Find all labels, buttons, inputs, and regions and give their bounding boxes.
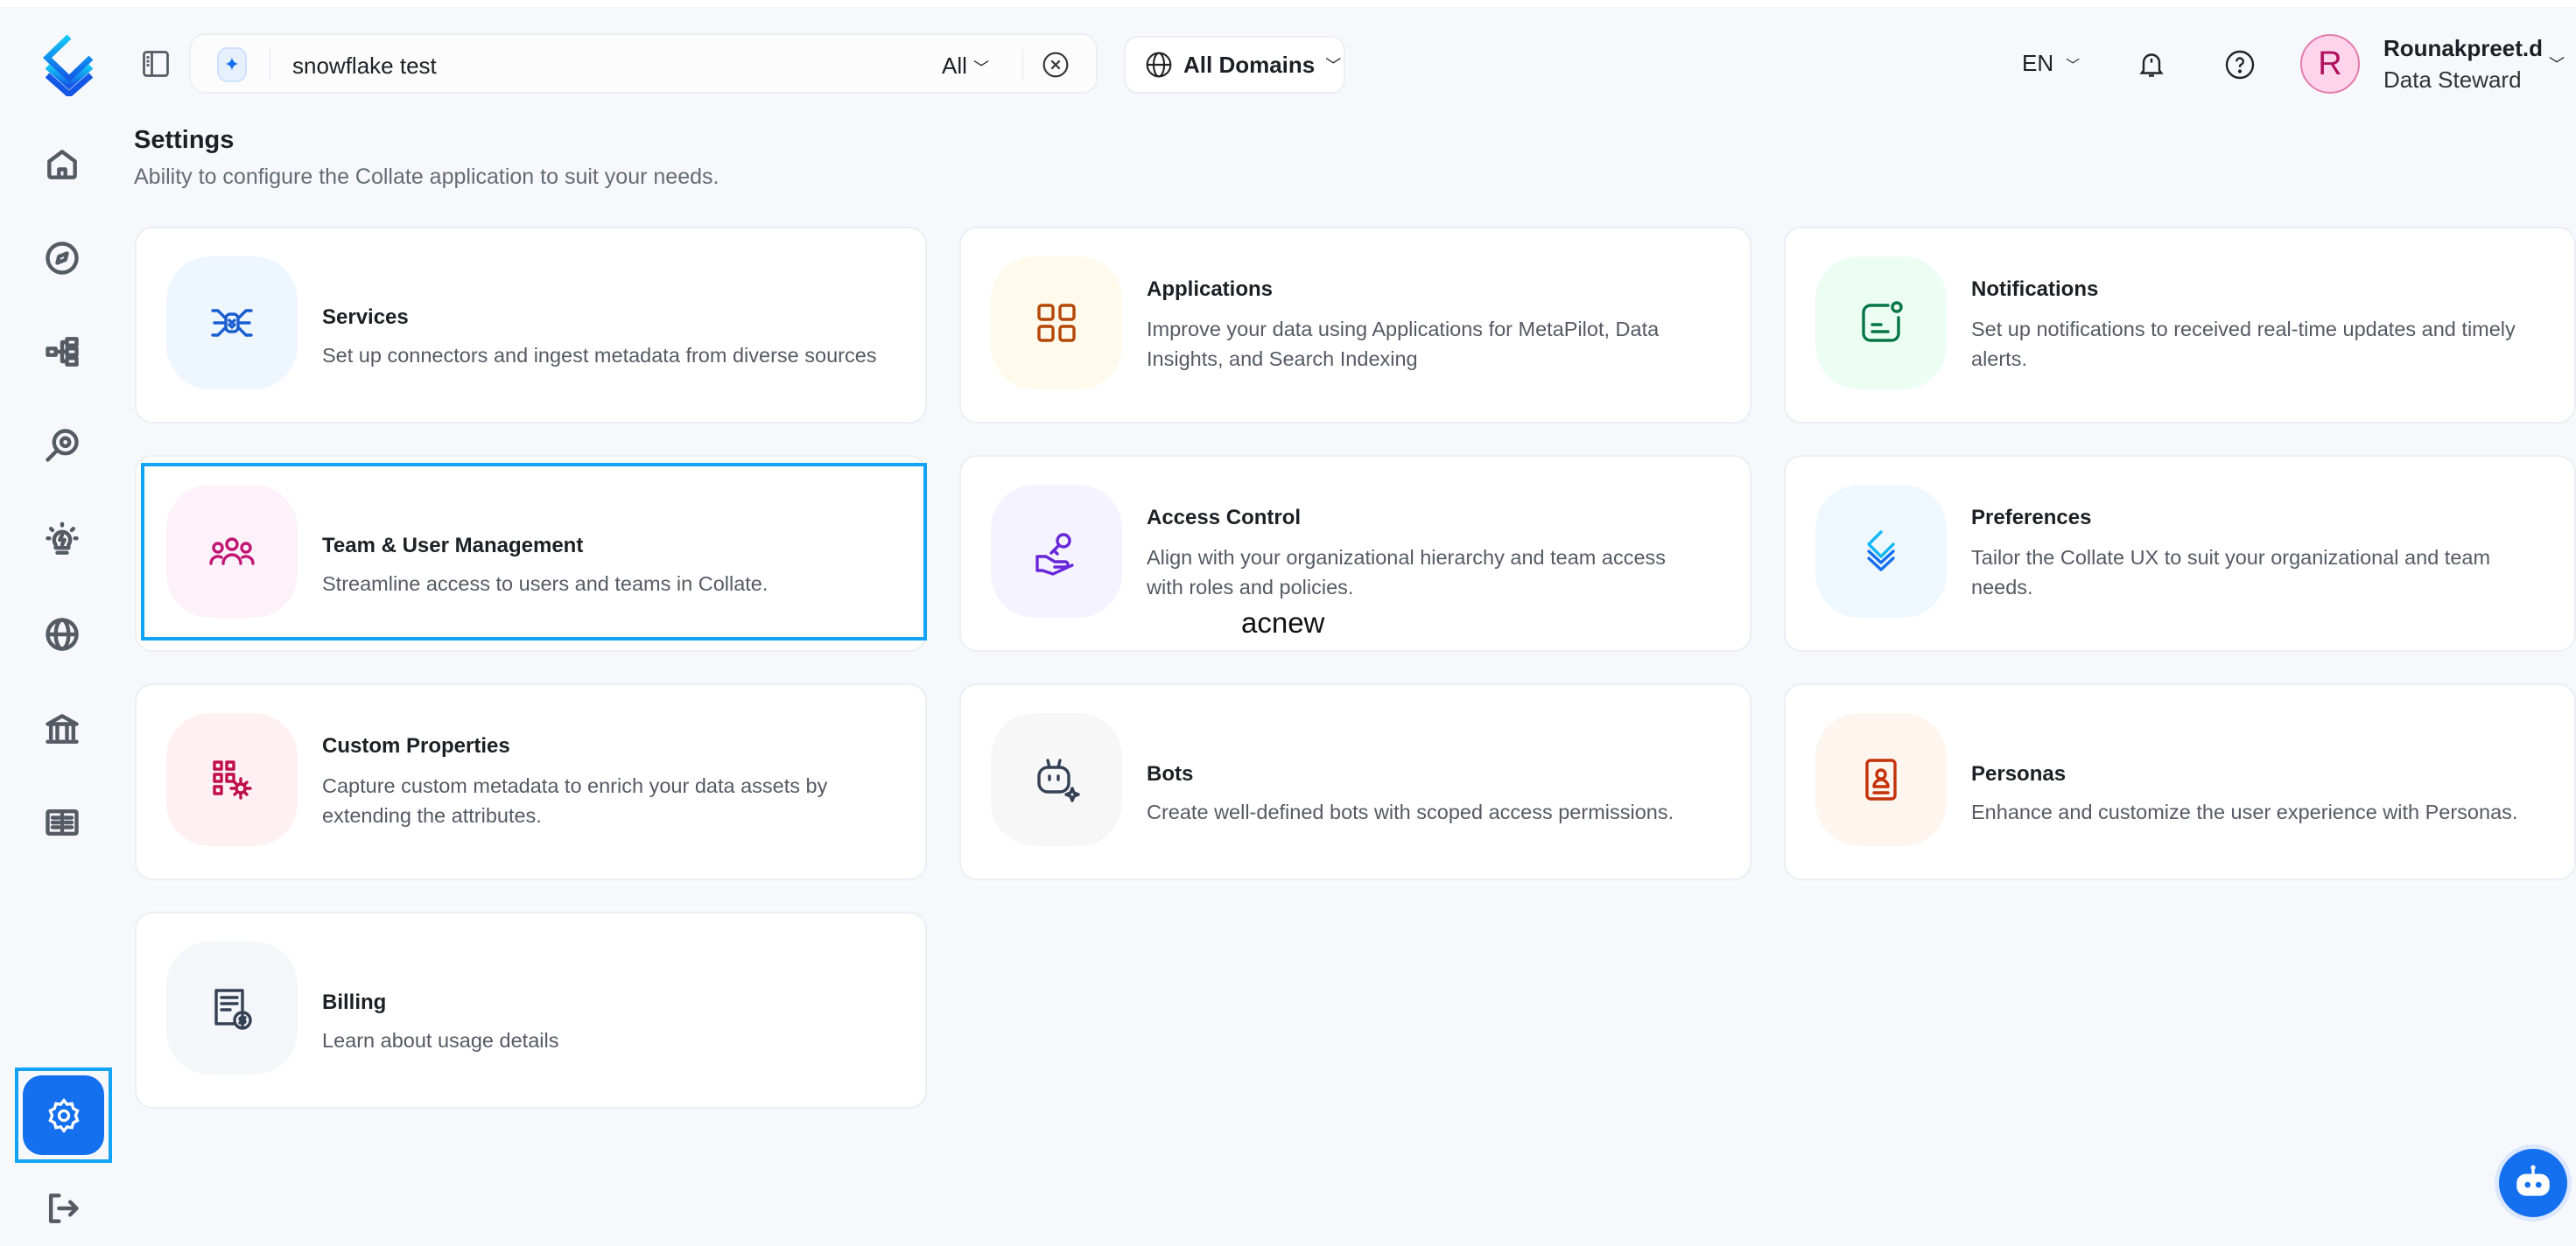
card-description: Set up connectors and ingest metadata fr… xyxy=(322,344,877,367)
globe-icon xyxy=(1146,52,1172,78)
user-menu-chevron-icon[interactable]: ﹀ xyxy=(2549,56,2565,74)
settings-card-preferences[interactable]: Preferences Tailor the Collate UX to sui… xyxy=(1784,455,2576,652)
language-label: EN xyxy=(2022,50,2054,76)
settings-card-personas[interactable]: Personas Enhance and customize the user … xyxy=(1784,683,2576,880)
overlay-label: acnew xyxy=(1241,606,1325,639)
search-input[interactable]: snowflake test xyxy=(292,52,437,79)
glossary-icon[interactable] xyxy=(40,801,84,844)
domains-icon[interactable] xyxy=(40,612,84,656)
card-title: Billing xyxy=(322,990,387,1014)
page-title: Settings xyxy=(134,126,235,154)
bell-icon[interactable] xyxy=(2136,47,2167,80)
clear-search-icon[interactable] xyxy=(1042,51,1070,79)
layers-icon xyxy=(1867,530,1895,571)
settings-card-applications[interactable]: Applications Improve your data using App… xyxy=(959,227,1751,424)
card-icon-box xyxy=(166,942,298,1074)
card-icon-box xyxy=(1815,713,1947,846)
explore-icon[interactable] xyxy=(40,236,84,280)
key-hand-icon xyxy=(1035,533,1074,576)
settings-card-custom-properties[interactable]: Custom Properties Capture custom metadat… xyxy=(135,683,927,880)
page-subtitle: Ability to configure the Collate applica… xyxy=(134,164,719,189)
avatar[interactable]: R xyxy=(2300,34,2360,94)
settings-card-billing[interactable]: Billing Learn about usage details xyxy=(135,912,927,1109)
search-bar[interactable]: ✦ snowflake test All ﹀ xyxy=(189,33,1098,94)
persona-icon xyxy=(1865,759,1897,801)
card-description: Set up notifications to received real-ti… xyxy=(1971,318,2516,370)
card-icon-box xyxy=(991,485,1122,618)
card-icon-box xyxy=(1815,256,1947,389)
card-title: Personas xyxy=(1971,762,2067,786)
card-description: Learn about usage details xyxy=(322,1029,559,1052)
governance-icon[interactable] xyxy=(40,707,84,751)
card-icon-box xyxy=(991,256,1122,389)
home-icon[interactable] xyxy=(40,143,84,186)
chatbot-button[interactable] xyxy=(2495,1144,2572,1222)
divider xyxy=(1022,49,1023,80)
selected-card-highlight xyxy=(141,463,927,640)
apps-grid-icon xyxy=(1037,304,1076,342)
observability-icon[interactable] xyxy=(40,424,84,467)
card-icon-box xyxy=(166,713,298,846)
help-icon[interactable] xyxy=(2224,49,2256,80)
top-strip xyxy=(0,0,2576,7)
user-name[interactable]: Rounakpreet.d xyxy=(2383,35,2544,61)
card-icon-box xyxy=(1815,485,1947,618)
card-description: Improve your data using Applications for… xyxy=(1147,318,1660,370)
search-scope-label: All xyxy=(942,52,967,79)
custom-props-icon xyxy=(213,760,252,800)
robot-icon xyxy=(2516,1165,2550,1196)
domains-label: All Domains xyxy=(1183,51,1316,78)
card-title: Preferences xyxy=(1971,506,2092,529)
logout-icon[interactable] xyxy=(40,1186,84,1230)
card-description: Create well-defined bots with scoped acc… xyxy=(1147,801,1674,823)
card-icon-box xyxy=(166,256,298,389)
search-scope-dropdown[interactable]: All ﹀ xyxy=(942,52,989,80)
settings-card-bots[interactable]: Bots Create well-defined bots with scope… xyxy=(959,683,1751,880)
card-icon-box xyxy=(166,485,298,618)
card-title: Access Control xyxy=(1147,506,1302,529)
card-description: Tailor the Collate UX to suit your organ… xyxy=(1971,546,2491,598)
card-description: Streamline access to users and teams in … xyxy=(322,572,769,595)
users-icon xyxy=(209,537,255,565)
settings-card-team-user-management[interactable]: Team & User Management Streamline access… xyxy=(135,455,927,652)
card-title: Custom Properties xyxy=(322,734,510,758)
card-description: Capture custom metadata to enrich your d… xyxy=(322,774,828,827)
card-title: Notifications xyxy=(1971,277,2099,301)
chevron-down-icon: ﹀ xyxy=(2066,58,2081,74)
card-title: Applications xyxy=(1147,277,1274,301)
sidebar-item-settings[interactable] xyxy=(23,1075,104,1155)
lineage-icon[interactable] xyxy=(40,330,84,374)
card-icon-box xyxy=(991,713,1122,846)
insights-icon[interactable] xyxy=(40,518,84,562)
ai-sparkle-icon[interactable]: ✦ xyxy=(217,47,247,82)
language-selector[interactable]: EN ﹀ xyxy=(2022,50,2080,77)
chevron-down-icon: ﹀ xyxy=(973,60,990,77)
card-description: Enhance and customize the user experienc… xyxy=(1971,801,2518,823)
card-title: Bots xyxy=(1147,762,1194,786)
chevron-down-icon: ﹀ xyxy=(1325,57,1342,74)
gear-icon xyxy=(47,1097,80,1133)
notification-icon xyxy=(1862,301,1903,342)
domains-dropdown[interactable]: All Domains ﹀ xyxy=(1124,36,1345,94)
settings-card-services[interactable]: Services Set up connectors and ingest me… xyxy=(135,227,927,424)
card-title: Services xyxy=(322,305,409,329)
user-role: Data Steward xyxy=(2383,66,2522,93)
settings-card-access-control[interactable]: Access Control Align with your organizat… xyxy=(959,455,1751,652)
collate-logo-icon[interactable] xyxy=(39,33,100,96)
settings-card-notifications[interactable]: Notifications Set up notifications to re… xyxy=(1784,227,2576,424)
sidebar-toggle-icon[interactable] xyxy=(140,48,172,80)
services-icon xyxy=(211,309,253,337)
billing-icon xyxy=(214,989,252,1030)
bot-icon xyxy=(1037,759,1080,802)
card-description: Align with your organizational hierarchy… xyxy=(1147,546,1667,598)
active-item-highlight xyxy=(15,1068,112,1163)
card-title: Team & User Management xyxy=(322,534,584,557)
